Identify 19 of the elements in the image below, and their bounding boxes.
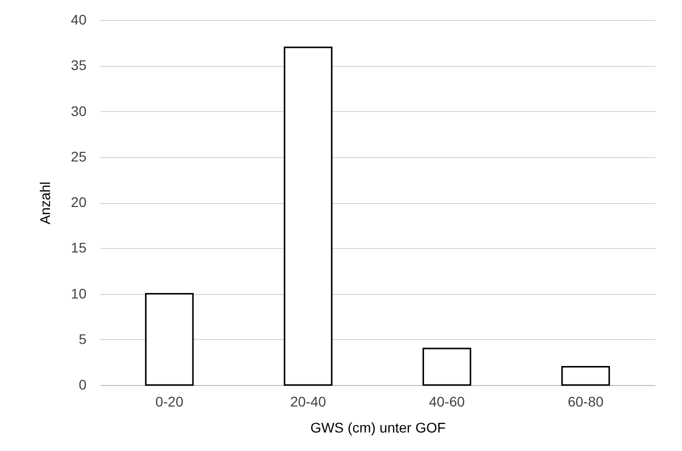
y-axis-title: Anzahl [36, 182, 53, 224]
y-tick-label: 30 [70, 102, 87, 119]
bar [145, 293, 194, 386]
x-tick-label: 40-60 [428, 394, 465, 410]
bar [284, 46, 332, 386]
x-tick-label: 60-80 [568, 394, 604, 410]
y-tick-label: 15 [70, 240, 87, 256]
bar [561, 366, 610, 386]
y-tick-label: 20 [70, 194, 87, 210]
x-axis-title: GWS (cm) unter GOF [310, 420, 446, 436]
y-tick-label: 25 [70, 148, 87, 164]
x-tick-label: 20-40 [290, 394, 326, 410]
y-tick-label: 0 [78, 376, 87, 392]
y-tick-label: 5 [78, 330, 87, 347]
y-tick-label: 35 [70, 57, 87, 74]
x-tick-label: 0-20 [155, 394, 184, 410]
y-tick-label: 40 [70, 12, 87, 28]
y-tick-label: 10 [70, 285, 87, 302]
bar [422, 348, 472, 386]
